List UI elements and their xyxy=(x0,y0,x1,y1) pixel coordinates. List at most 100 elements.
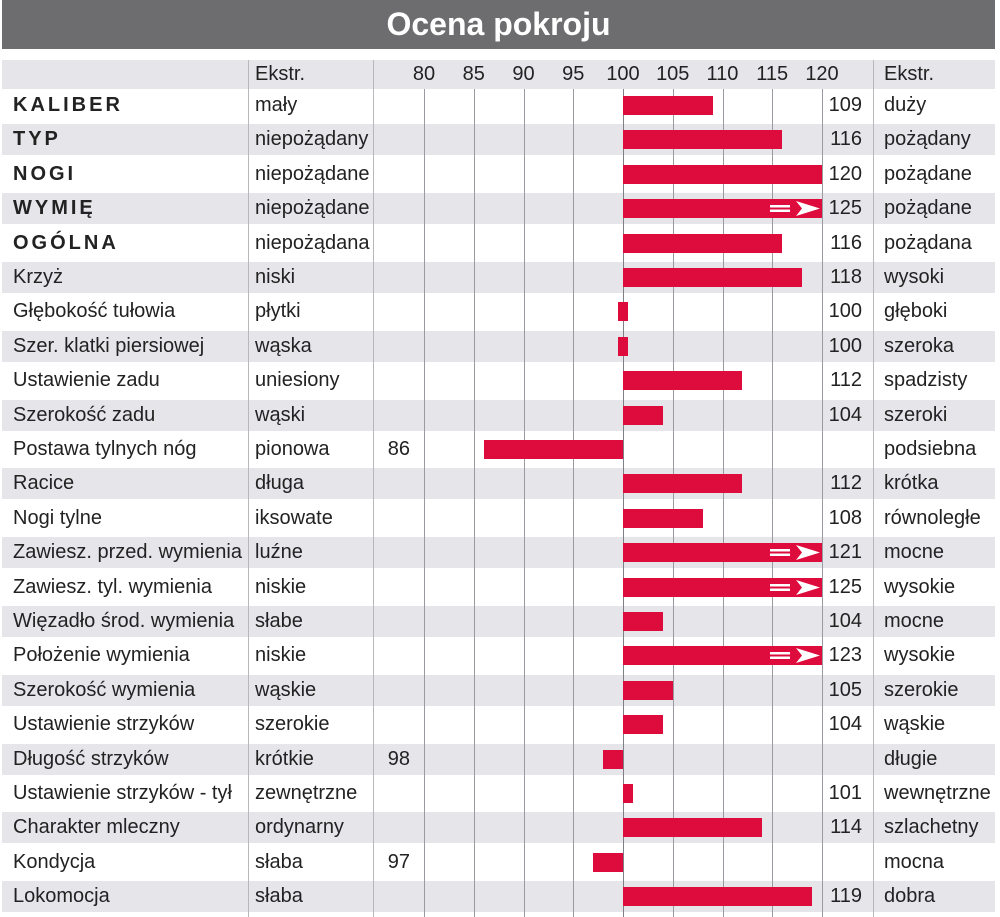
high-extreme-label: długie xyxy=(884,747,938,770)
table-row: Szerokość zadu wąski szeroki 104 xyxy=(2,399,995,431)
bar xyxy=(593,852,623,872)
bar xyxy=(623,405,663,425)
data-label: 119 xyxy=(830,885,862,908)
table-row: Lokomocja słaba dobra 119 xyxy=(2,881,995,913)
low-extreme-label: wąskie xyxy=(255,678,317,701)
low-extreme-label: słabe xyxy=(255,610,303,632)
axis-tick-label: 85 xyxy=(462,63,485,85)
overflow-arrow-icon xyxy=(770,648,820,664)
grid-line xyxy=(474,89,475,917)
data-label: 104 xyxy=(828,403,862,426)
data-label: 116 xyxy=(830,231,862,254)
trait-name: Położenie wymienia xyxy=(13,644,190,667)
bar xyxy=(618,302,628,322)
trait-name: Długość strzyków xyxy=(13,747,169,770)
bar xyxy=(623,543,822,563)
grid-line xyxy=(573,89,574,917)
table-row: Więzadło środ. wymienia słabe mocne 104 xyxy=(2,606,995,637)
bar xyxy=(623,612,663,631)
trait-name: Nogi tylne xyxy=(13,506,102,529)
trait-name: Postawa tylnych nóg xyxy=(13,438,197,460)
grid-line xyxy=(673,89,674,917)
axis-tick-label: 80 xyxy=(412,63,436,85)
bar xyxy=(618,336,628,356)
trait-name: Racice xyxy=(13,472,75,495)
data-label: 104 xyxy=(828,713,862,736)
axis-tick-label: 110 xyxy=(706,63,739,85)
table-row: Ustawienie strzyków - tył zewnętrzne wewnę… xyxy=(2,778,995,809)
low-extreme-label: niepożądane xyxy=(255,197,370,220)
table-row: Ustawienie strzyków szerokie wąskie 104 xyxy=(2,709,995,740)
grid-line xyxy=(723,89,724,917)
table-row: Położenie wymienia niskie wysokie 123 xyxy=(2,640,995,671)
data-label: 125 xyxy=(828,575,862,598)
high-extreme-label: pożądane xyxy=(884,197,972,220)
bar xyxy=(623,474,743,494)
low-extreme-label: wąski xyxy=(255,403,306,426)
low-extreme-label: niepożądany xyxy=(255,128,369,151)
data-label: 97 xyxy=(387,850,410,873)
axis-tick-label: 115 xyxy=(756,63,789,85)
trait-name: Szerokość wymienia xyxy=(13,678,196,701)
data-label: 105 xyxy=(828,678,862,701)
low-extreme-label: szerokie xyxy=(255,713,330,736)
table-row: Zawiesz. przed. wymienia luźne mocne 121 xyxy=(2,537,995,569)
bar xyxy=(623,508,703,528)
low-extreme-label: niskie xyxy=(255,644,307,667)
high-extreme-label: pożądana xyxy=(884,231,972,254)
table-row: Kondycja słaba mocna 97 xyxy=(2,847,995,878)
bar xyxy=(623,818,763,838)
table-row: Charakter mleczny ordynarny szlachetny 114 xyxy=(2,812,995,844)
axis-tick-label: 95 xyxy=(562,63,585,85)
high-extreme-label: mocne xyxy=(884,610,945,632)
high-extreme-label: spadzisty xyxy=(884,369,968,392)
bar xyxy=(623,96,713,115)
column-divider-trait xyxy=(248,60,249,917)
data-label: 118 xyxy=(830,266,862,288)
axis-tick-label: 100 xyxy=(606,63,640,85)
high-extreme-label: dobra xyxy=(884,885,936,908)
bar xyxy=(623,130,783,150)
bar xyxy=(623,268,803,287)
low-extreme-label: niepożądana xyxy=(255,231,370,254)
trait-name: Kondycja xyxy=(13,850,96,873)
trait-name: Szerokość zadu xyxy=(13,403,156,426)
data-label: 116 xyxy=(830,128,862,151)
high-extreme-label: wysoki xyxy=(884,266,945,288)
high-extreme-label: szeroka xyxy=(884,334,955,357)
table-row: Głębokość tułowia płytki głęboki 100 xyxy=(2,296,995,327)
bar xyxy=(623,164,822,184)
high-extreme-label: krótka xyxy=(884,472,939,495)
trait-name: Głębokość tułowia xyxy=(13,300,176,323)
data-label: 120 xyxy=(828,162,862,185)
data-label: 114 xyxy=(830,816,862,839)
high-extreme-label: mocne xyxy=(884,541,945,564)
table-row: Szer. klatki piersiowej wąska szeroka 100 xyxy=(2,330,995,362)
high-extreme-label: wysokie xyxy=(884,575,956,598)
axis-tick-label: 90 xyxy=(512,63,535,85)
high-extreme-label: pożądany xyxy=(884,128,971,151)
low-extreme-label: słaba xyxy=(255,885,303,908)
bar xyxy=(603,749,623,769)
grid-line xyxy=(772,89,773,917)
data-label: 109 xyxy=(828,94,862,116)
data-label: 125 xyxy=(828,197,862,220)
bar xyxy=(623,887,813,907)
data-label: 98 xyxy=(387,747,410,770)
high-extreme-label: duży xyxy=(884,94,927,116)
table-row: Postawa tylnych nóg pionowa podsiebna 86 xyxy=(2,434,995,465)
high-extreme-label: wewnętrzne xyxy=(884,782,991,804)
table-row: TYP niepożądany pożądany 116 xyxy=(2,124,995,156)
table-row: Ustawienie zadu uniesiony spadzisty 112 xyxy=(2,365,995,396)
overflow-arrow-icon xyxy=(770,579,820,595)
trait-name: Krzyż xyxy=(13,266,63,288)
bar xyxy=(623,680,673,700)
low-extreme-label: mały xyxy=(255,94,298,116)
grid-line xyxy=(822,89,823,917)
table-row: OGÓLNA niepożądana pożądana 116 xyxy=(2,228,995,259)
trait-name: Zawiesz. przed. wymienia xyxy=(13,541,242,564)
bar xyxy=(623,233,783,253)
low-extreme-label: niski xyxy=(255,266,296,288)
bar xyxy=(623,371,743,391)
trait-name: OGÓLNA xyxy=(13,231,119,254)
